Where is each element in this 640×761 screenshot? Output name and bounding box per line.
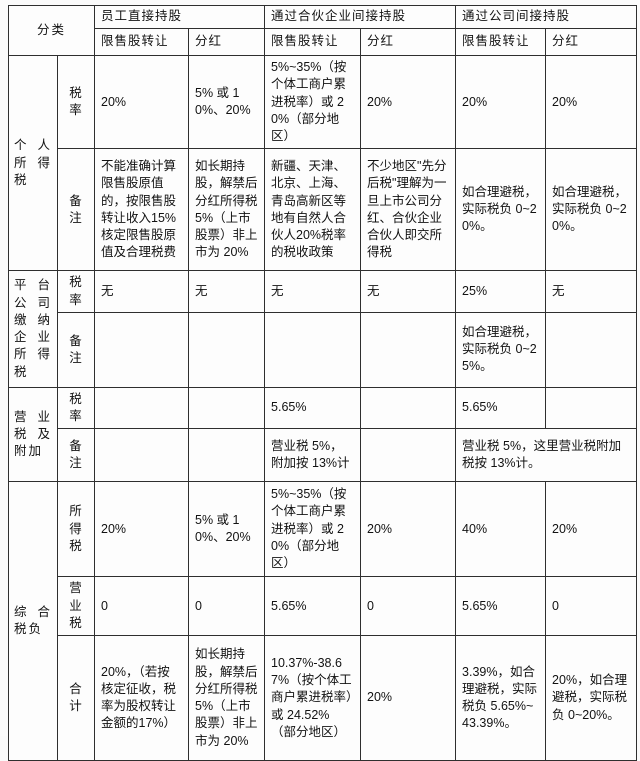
data-cell: 5.65% bbox=[455, 386, 547, 430]
row-label-income-tax: 所得税 bbox=[56, 481, 96, 578]
data-cell: 无 bbox=[188, 270, 266, 313]
table-row-personal-rate: 个人所得税 税率 20% 5% 或 10%、20% 5%~35%（按个体工商户累… bbox=[8, 54, 638, 272]
data-cell bbox=[264, 311, 362, 388]
data-cell: 5.65% bbox=[264, 386, 362, 430]
document-page: 分类 员工直接持股 通过合伙企业间接持股 通过公司间接持股 限售股转让 分红 限… bbox=[7, 5, 638, 761]
data-cell: 5.65% bbox=[264, 576, 362, 636]
data-cell bbox=[188, 386, 266, 430]
section-label-business-tax: 营业税及附加 bbox=[8, 386, 58, 483]
data-cell: 无 bbox=[264, 270, 362, 313]
data-cell: 20% bbox=[360, 481, 457, 578]
group-header-company: 通过公司间接持股 bbox=[455, 5, 638, 29]
data-cell: 5.65% bbox=[455, 576, 547, 636]
subcol-header: 限售股转让 bbox=[455, 28, 547, 56]
data-cell bbox=[360, 311, 457, 388]
data-cell: 0 bbox=[188, 576, 266, 636]
data-cell bbox=[94, 386, 190, 430]
table-row-platform-notes: 备注 如合理避税，实际税负 0~25%。 bbox=[9, 311, 638, 388]
table-row-platform-rate: 平台公司缴纳企业所得税 税率 无 无 无 无 25% 无 bbox=[8, 270, 638, 388]
row-label-total: 合计 bbox=[56, 635, 96, 761]
corner-header-cell: 分类 bbox=[7, 5, 96, 56]
subcol-header: 分红 bbox=[188, 28, 266, 56]
data-cell: 不少地区"先分后税"理解为一旦上市公司分红、合伙企业合伙人即交所得税 bbox=[360, 148, 457, 272]
section-label-personal-income-tax: 个人所得税 bbox=[8, 54, 58, 272]
table-row-business-tax-notes: 备注 营业税 5%，附加按 13%计 营业税 5%，这里营业税附加税按 13%计… bbox=[9, 428, 638, 483]
data-cell: 5%~35%（按个体工商户累进税率）或 20%（部分地区） bbox=[264, 54, 362, 150]
table-row-personal-notes: 备注 不能准确计算限售股原值的，按限售股转让收入15%核定限售股原值及合理税费 … bbox=[9, 148, 638, 272]
data-cell: 如长期持股，解禁后分红所得税 5%（上市股票）非上市为 20% bbox=[188, 148, 266, 272]
table-row-business-tax-rate: 营业税及附加 税率 5.65% 5.65% bbox=[8, 386, 638, 483]
group-header-direct: 员工直接持股 bbox=[94, 5, 266, 29]
row-label-notes: 备注 bbox=[56, 148, 96, 272]
data-cell: 营业税 5%，附加按 13%计 bbox=[264, 428, 362, 483]
data-cell bbox=[94, 428, 190, 483]
data-cell bbox=[188, 311, 266, 388]
data-cell: 如长期持股，解禁后分红所得税 5%（上市股票）非上市为 20% bbox=[188, 635, 266, 761]
data-cell: 如合理避税，实际税负 0~25%。 bbox=[455, 311, 547, 388]
subcol-header: 分红 bbox=[545, 28, 638, 56]
data-cell: 20% bbox=[94, 481, 190, 578]
data-cell: 0 bbox=[360, 576, 457, 636]
data-cell: 10.37%-38.67%（按个体工商户累进税率）或 24.52%（部分地区） bbox=[264, 635, 362, 761]
header-row-subcols: 限售股转让 分红 限售股转让 分红 限售股转让 分红 bbox=[9, 28, 638, 56]
row-label-rate: 税率 bbox=[56, 386, 96, 430]
row-label-notes: 备注 bbox=[56, 428, 96, 483]
section-label-platform-corporate-tax: 平台公司缴纳企业所得税 bbox=[8, 270, 58, 388]
data-cell: 无 bbox=[360, 270, 457, 313]
group-header-partnership: 通过合伙企业间接持股 bbox=[264, 5, 457, 29]
table-row-combined-income-tax: 综合税负 所得税 20% 5% 或 10%、20% 5%~35%（按个体工商户累… bbox=[8, 481, 638, 761]
data-cell bbox=[545, 311, 638, 388]
row-label-notes: 备注 bbox=[56, 311, 96, 388]
data-cell: 0 bbox=[94, 576, 190, 636]
data-cell: 无 bbox=[545, 270, 638, 313]
data-cell bbox=[360, 428, 457, 483]
data-cell: 5%~35%（按个体工商户累进税率）或 20%（部分地区） bbox=[264, 481, 362, 578]
data-cell: 5% 或 10%、20% bbox=[188, 54, 266, 150]
subcol-header: 限售股转让 bbox=[94, 28, 190, 56]
data-cell: 20%，（若按核定征收，税率为股权转让金额的17%） bbox=[94, 635, 190, 761]
data-cell: 无 bbox=[94, 270, 190, 313]
row-label-business-tax: 营业税 bbox=[56, 576, 96, 636]
data-cell: 20% bbox=[360, 54, 457, 150]
data-cell-merged: 营业税 5%，这里营业税附加税按 13%计。 bbox=[455, 428, 638, 483]
row-label-rate: 税率 bbox=[56, 54, 96, 150]
data-cell: 20% bbox=[360, 635, 457, 761]
row-label-rate: 税率 bbox=[56, 270, 96, 313]
data-cell: 如合理避税，实际税负 0~20%。 bbox=[455, 148, 547, 272]
data-cell: 25% bbox=[455, 270, 547, 313]
data-cell: 3.39%，如合理避税，实际税负 5.65%~43.39%。 bbox=[455, 635, 547, 761]
data-cell: 5% 或 10%、20% bbox=[188, 481, 266, 578]
data-cell bbox=[360, 386, 457, 430]
data-cell: 如合理避税，实际税负 0~20%。 bbox=[545, 148, 638, 272]
table-row-combined-business-tax: 营业税 0 0 5.65% 0 5.65% 0 bbox=[9, 576, 638, 636]
data-cell: 不能准确计算限售股原值的，按限售股转让收入15%核定限售股原值及合理税费 bbox=[94, 148, 190, 272]
data-cell bbox=[188, 428, 266, 483]
data-cell: 20%，如合理避税，实际税负 0~20%。 bbox=[545, 635, 638, 761]
data-cell: 20% bbox=[545, 54, 638, 150]
data-cell: 20% bbox=[545, 481, 638, 578]
subcol-header: 限售股转让 bbox=[264, 28, 362, 56]
data-cell bbox=[94, 311, 190, 388]
table-row-combined-total: 合计 20%，（若按核定征收，税率为股权转让金额的17%） 如长期持股，解禁后分… bbox=[9, 635, 638, 761]
shareholding-tax-table: 分类 员工直接持股 通过合伙企业间接持股 通过公司间接持股 限售股转让 分红 限… bbox=[7, 5, 638, 761]
header-row-groups: 分类 员工直接持股 通过合伙企业间接持股 通过公司间接持股 bbox=[7, 5, 638, 56]
data-cell: 40% bbox=[455, 481, 547, 578]
subcol-header: 分红 bbox=[360, 28, 457, 56]
data-cell bbox=[545, 386, 638, 430]
section-label-combined-tax-burden: 综合税负 bbox=[8, 481, 58, 761]
data-cell: 0 bbox=[545, 576, 638, 636]
data-cell: 20% bbox=[455, 54, 547, 150]
data-cell: 20% bbox=[94, 54, 190, 150]
data-cell: 新疆、天津、北京、上海、青岛高新区等地有自然人合伙人20%税率的税收政策 bbox=[264, 148, 362, 272]
